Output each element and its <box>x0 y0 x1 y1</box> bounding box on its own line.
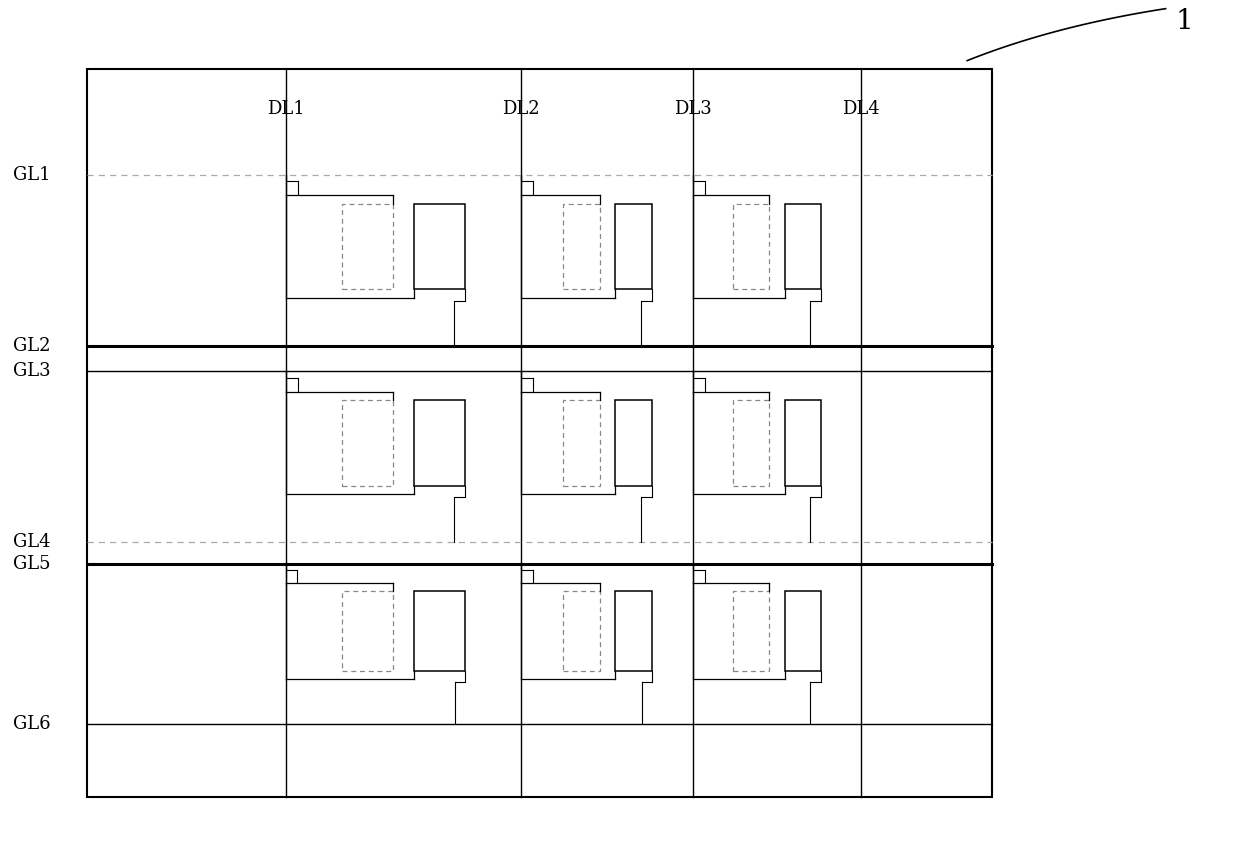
Bar <box>734 204 770 289</box>
Bar <box>563 204 600 289</box>
Text: GL6: GL6 <box>12 715 51 733</box>
Text: 1: 1 <box>1176 8 1193 36</box>
Bar <box>615 400 652 486</box>
Bar <box>342 204 393 289</box>
Bar <box>563 400 600 486</box>
Text: GL3: GL3 <box>12 362 51 380</box>
Bar <box>563 591 600 671</box>
Bar <box>785 591 821 671</box>
Bar <box>87 69 992 797</box>
Text: DL1: DL1 <box>267 100 305 119</box>
Text: GL4: GL4 <box>14 533 51 551</box>
Bar <box>785 204 821 289</box>
Text: GL2: GL2 <box>14 337 51 355</box>
Text: DL3: DL3 <box>675 100 712 119</box>
Text: DL4: DL4 <box>842 100 879 119</box>
Text: GL5: GL5 <box>14 555 51 573</box>
Bar <box>615 591 652 671</box>
Bar <box>414 591 465 671</box>
Bar <box>785 400 821 486</box>
Bar <box>734 400 770 486</box>
Text: GL1: GL1 <box>12 165 51 184</box>
Bar <box>734 591 770 671</box>
Bar <box>342 591 393 671</box>
Bar <box>342 400 393 486</box>
Bar <box>615 204 652 289</box>
Text: DL2: DL2 <box>502 100 541 119</box>
Bar <box>414 204 465 289</box>
Bar <box>414 400 465 486</box>
